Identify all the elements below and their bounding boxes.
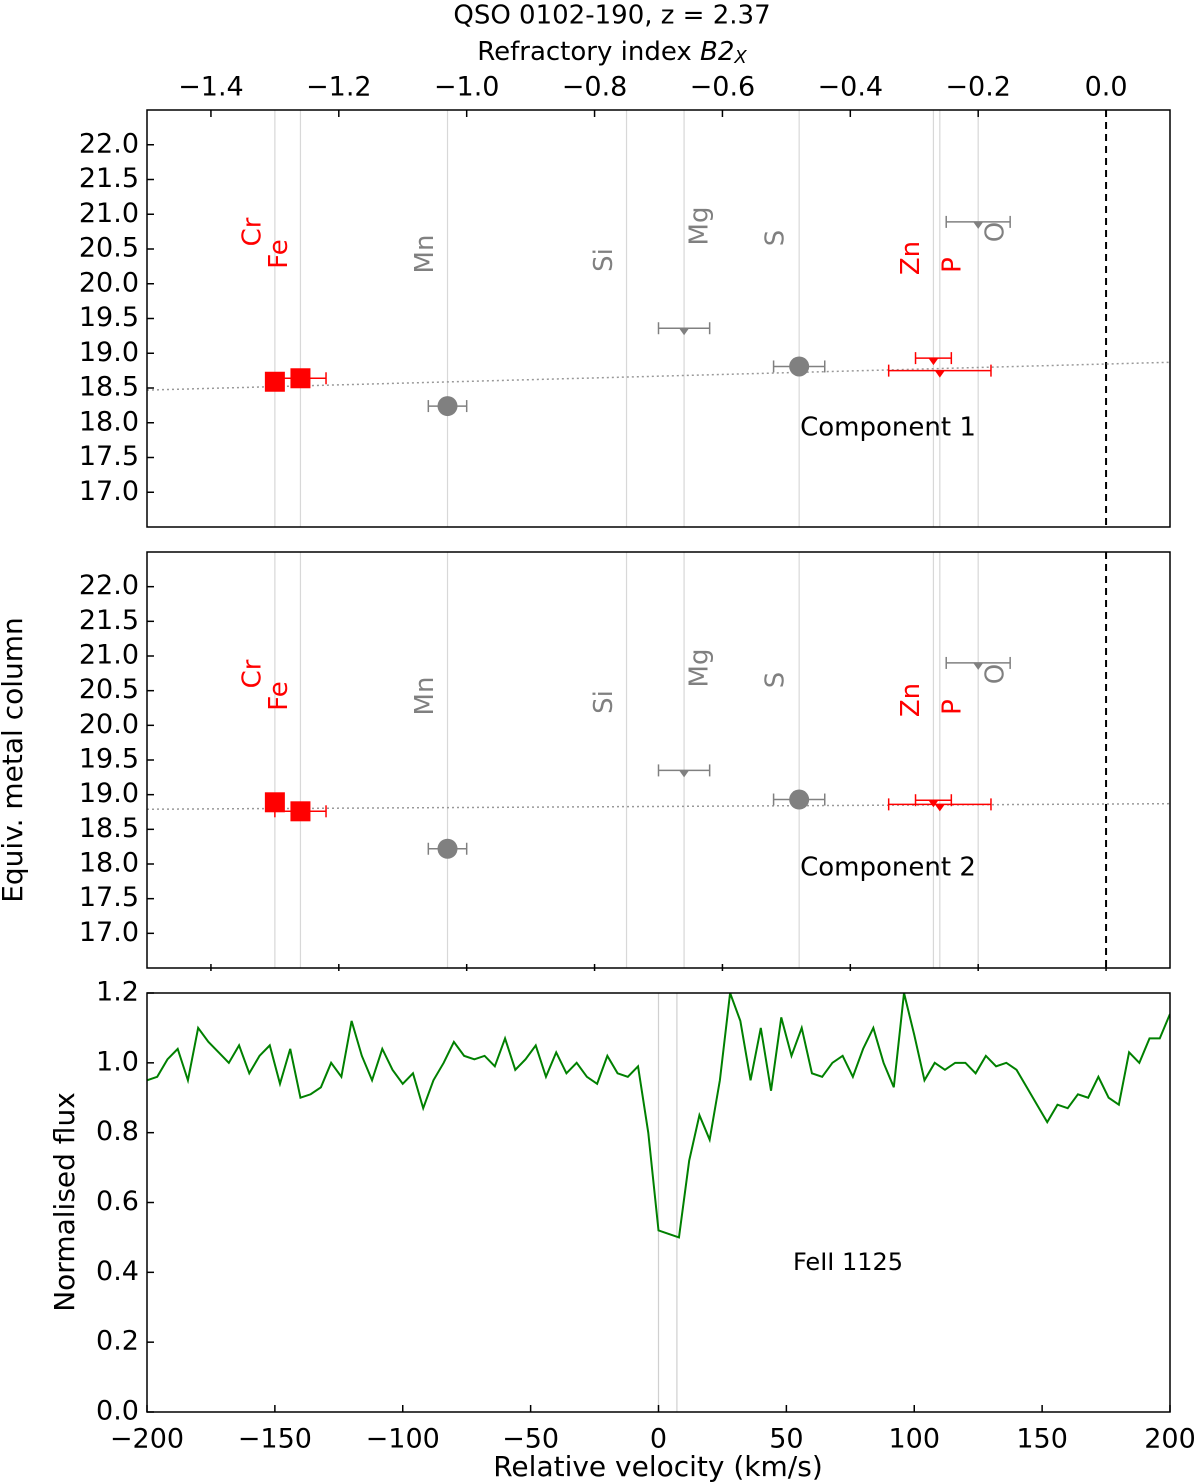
- element-label: Mn: [410, 677, 440, 716]
- y-tick-label: 18.5: [79, 372, 139, 403]
- element-label: Cr: [237, 659, 267, 688]
- y-tick-label: 0.0: [96, 1396, 139, 1427]
- x-axis-label: Relative velocity (km/s): [493, 1450, 823, 1483]
- x-tick-label: 200: [1144, 1424, 1196, 1455]
- element-label: Si: [589, 690, 619, 714]
- y-tick-label: 21.0: [79, 640, 139, 671]
- y-tick-label: 19.5: [79, 744, 139, 775]
- y-tick-label: 21.5: [79, 163, 139, 194]
- y-tick-label: 1.0: [96, 1046, 139, 1077]
- marker: [437, 838, 458, 859]
- element-label: O: [981, 222, 1011, 242]
- fit-line: [146, 361, 1171, 391]
- y-tick-label: 21.0: [79, 198, 139, 229]
- y-tick-label: 17.0: [79, 476, 139, 507]
- x-tick-label: −150: [238, 1424, 312, 1455]
- fit-line: [146, 802, 1171, 810]
- label-symbol: B2: [700, 37, 734, 67]
- y-tick-label: 1.2: [96, 977, 139, 1008]
- x-tick-label: −100: [366, 1424, 440, 1455]
- marker: [679, 328, 690, 336]
- y-tick-label: 19.0: [79, 778, 139, 809]
- element-label: P: [937, 699, 967, 715]
- element-label: Si: [589, 248, 619, 272]
- y-tick-label: 18.5: [79, 813, 139, 844]
- x-tick-label: −1.0: [434, 72, 500, 103]
- marker: [264, 792, 285, 813]
- element-label: Fe: [264, 681, 294, 711]
- y-tick-label: 0.6: [96, 1186, 139, 1217]
- x-tick-label: −1.2: [306, 72, 372, 103]
- plot-frame: [146, 992, 1171, 1413]
- y-tick-label: 0.4: [96, 1256, 139, 1287]
- element-label: Zn: [896, 683, 926, 717]
- element-label: Mg: [685, 649, 715, 688]
- x-tick-label: −0.6: [690, 72, 756, 103]
- element-label: Fe: [264, 239, 294, 269]
- component-label: Component 2: [800, 853, 976, 883]
- x-tick-label: −200: [110, 1424, 184, 1455]
- y-tick-label: 20.0: [79, 267, 139, 298]
- element-label: O: [981, 664, 1011, 684]
- plot-frame: [146, 551, 1171, 969]
- y-tick-label: 18.0: [79, 848, 139, 879]
- marker: [928, 358, 939, 366]
- marker: [934, 370, 945, 378]
- x-tick-label: −0.2: [945, 72, 1011, 103]
- label-text: Refractory index: [477, 37, 692, 67]
- element-label: S: [761, 230, 791, 247]
- marker: [973, 662, 984, 670]
- marker: [789, 789, 810, 810]
- y-tick-label: 21.5: [79, 605, 139, 636]
- marker: [679, 770, 690, 778]
- element-label: Cr: [237, 217, 267, 246]
- element-label: Mg: [685, 207, 715, 246]
- element-label: Mn: [410, 235, 440, 274]
- marker: [437, 396, 458, 417]
- line-label: FeII 1125: [793, 1248, 903, 1276]
- y-tick-label: 0.2: [96, 1326, 139, 1357]
- spectrum-line: [147, 993, 1170, 1239]
- element-label: S: [761, 672, 791, 689]
- y-tick-label: 20.5: [79, 674, 139, 705]
- y-tick-label: 22.0: [79, 570, 139, 601]
- y-tick-label: 20.5: [79, 233, 139, 264]
- y-tick-label: 18.0: [79, 406, 139, 437]
- x-tick-label: −50: [502, 1424, 559, 1455]
- x-tick-label: 100: [888, 1424, 940, 1455]
- label-subscript: X: [733, 47, 747, 68]
- marker: [789, 356, 810, 377]
- component-label: Component 1: [800, 413, 976, 443]
- y-tick-label: 17.5: [79, 441, 139, 472]
- marker: [290, 801, 311, 822]
- element-label: P: [937, 257, 967, 273]
- chart-title: QSO 0102-190, z = 2.37: [453, 1, 770, 31]
- marker: [973, 221, 984, 229]
- y-axis-label: Equiv. metal column: [0, 617, 29, 903]
- plot-frame: [146, 109, 1171, 528]
- y-tick-label: 20.0: [79, 709, 139, 740]
- x-tick-label: −1.4: [178, 72, 244, 103]
- x-tick-label: 0: [650, 1424, 667, 1455]
- y-axis-label: Normalised flux: [48, 1092, 81, 1312]
- x-tick-label: 50: [769, 1424, 803, 1455]
- y-tick-label: 17.5: [79, 882, 139, 913]
- x-tick-label: 150: [1016, 1424, 1068, 1455]
- marker: [290, 368, 311, 389]
- y-tick-label: 17.0: [79, 917, 139, 948]
- x-tick-label: −0.8: [562, 72, 628, 103]
- y-tick-label: 19.5: [79, 302, 139, 333]
- y-tick-label: 22.0: [79, 128, 139, 159]
- x-tick-label: 0.0: [1085, 72, 1128, 103]
- element-label: Zn: [896, 241, 926, 275]
- x-tick-label: −0.4: [818, 72, 884, 103]
- top-x-axis-label: Refractory index B2X: [477, 37, 747, 69]
- y-tick-label: 19.0: [79, 337, 139, 368]
- y-tick-label: 0.8: [96, 1116, 139, 1147]
- marker: [934, 804, 945, 812]
